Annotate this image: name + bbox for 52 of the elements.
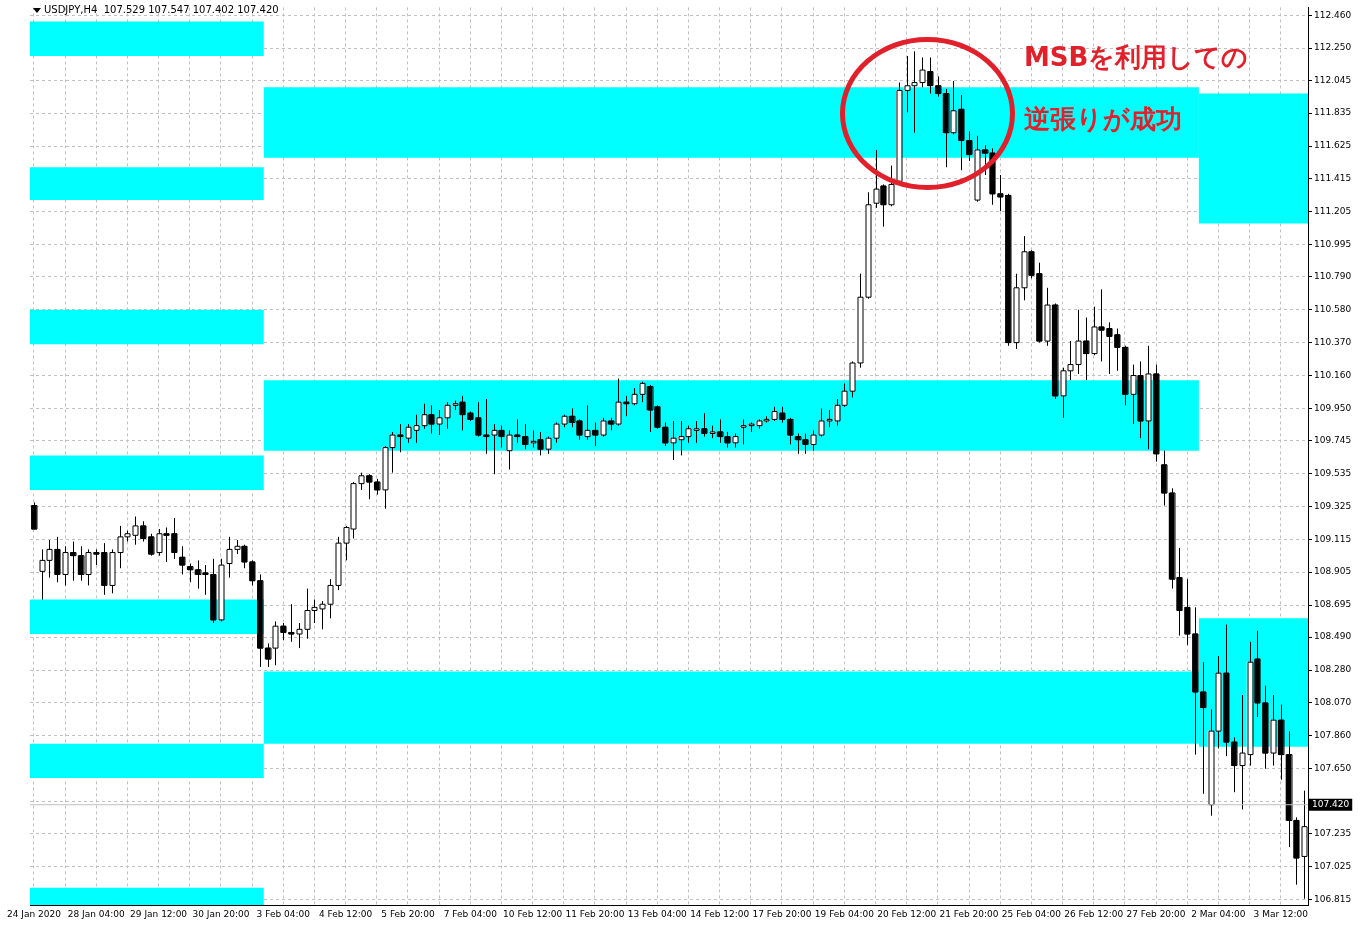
y-tick-label: 111.205 [1314, 206, 1352, 217]
x-tick-label: 20 Feb 12:00 [877, 908, 937, 919]
y-tick-label: 107.860 [1314, 730, 1352, 741]
x-tick-label: 29 Jan 12:00 [130, 908, 188, 919]
x-tick-label: 10 Feb 12:00 [503, 908, 563, 919]
x-tick-label: 25 Feb 04:00 [1001, 908, 1062, 919]
x-tick-label: 7 Feb 04:00 [443, 908, 498, 919]
y-tick-label: 109.325 [1314, 500, 1352, 511]
y-tick-label: 107.235 [1314, 828, 1352, 839]
x-tick-label: 24 Jan 2020 [6, 908, 62, 919]
y-tick-label: 112.460 [1314, 9, 1352, 20]
x-tick-label: 19 Feb 04:00 [814, 908, 875, 919]
x-tick-label: 5 Feb 20:00 [381, 908, 435, 919]
y-tick-label: 108.905 [1314, 566, 1352, 577]
y-tick-label: 111.835 [1314, 107, 1352, 118]
x-tick-label: 14 Feb 12:00 [690, 908, 750, 919]
y-tick-label: 109.950 [1314, 402, 1352, 413]
ref-line-label: 107.420 [1312, 799, 1350, 810]
chart-title: USDJPY,H4 107.529 107.547 107.402 107.420 [44, 4, 279, 15]
x-tick-label: 4 Feb 12:00 [318, 908, 373, 919]
y-tick-label: 112.045 [1314, 74, 1352, 85]
x-tick-label: 21 Feb 20:00 [939, 908, 999, 919]
x-tick-label: 30 Jan 20:00 [192, 908, 250, 919]
x-tick-label: 28 Jan 04:00 [67, 908, 125, 919]
x-tick-label: 26 Feb 12:00 [1064, 908, 1124, 919]
y-tick-label: 111.415 [1314, 173, 1352, 184]
x-tick-label: 27 Feb 20:00 [1126, 908, 1186, 919]
y-tick-label: 108.490 [1314, 631, 1352, 642]
x-tick-label: 2 Mar 04:00 [1191, 908, 1246, 919]
y-tick-label: 110.995 [1314, 239, 1352, 250]
y-tick-label: 107.650 [1314, 763, 1352, 774]
y-tick-label: 109.115 [1314, 533, 1352, 544]
x-tick-label: 17 Feb 20:00 [752, 908, 812, 919]
x-tick-label: 11 Feb 20:00 [565, 908, 625, 919]
y-tick-label: 108.280 [1314, 664, 1352, 675]
y-tick-label: 108.695 [1314, 599, 1352, 610]
y-tick-label: 112.250 [1314, 42, 1352, 53]
y-tick-label: 110.580 [1314, 304, 1352, 315]
annotation: 逆張りが成功 [1024, 103, 1182, 136]
y-tick-label: 111.625 [1314, 140, 1352, 151]
x-tick-label: 3 Feb 04:00 [256, 908, 311, 919]
x-tick-label: 13 Feb 04:00 [627, 908, 688, 919]
annotation: MSBを利用しての [1024, 41, 1249, 74]
y-tick-label: 110.370 [1314, 336, 1352, 347]
y-tick-label: 108.070 [1314, 697, 1352, 708]
y-tick-label: 109.745 [1314, 434, 1352, 445]
y-tick-label: 110.160 [1314, 369, 1352, 380]
y-tick-label: 110.790 [1314, 271, 1352, 282]
y-tick-label: 109.535 [1314, 467, 1352, 478]
x-tick-label: 3 Mar 12:00 [1253, 908, 1309, 919]
y-tick-label: 107.025 [1314, 860, 1352, 871]
y-tick-label: 106.815 [1314, 893, 1352, 904]
